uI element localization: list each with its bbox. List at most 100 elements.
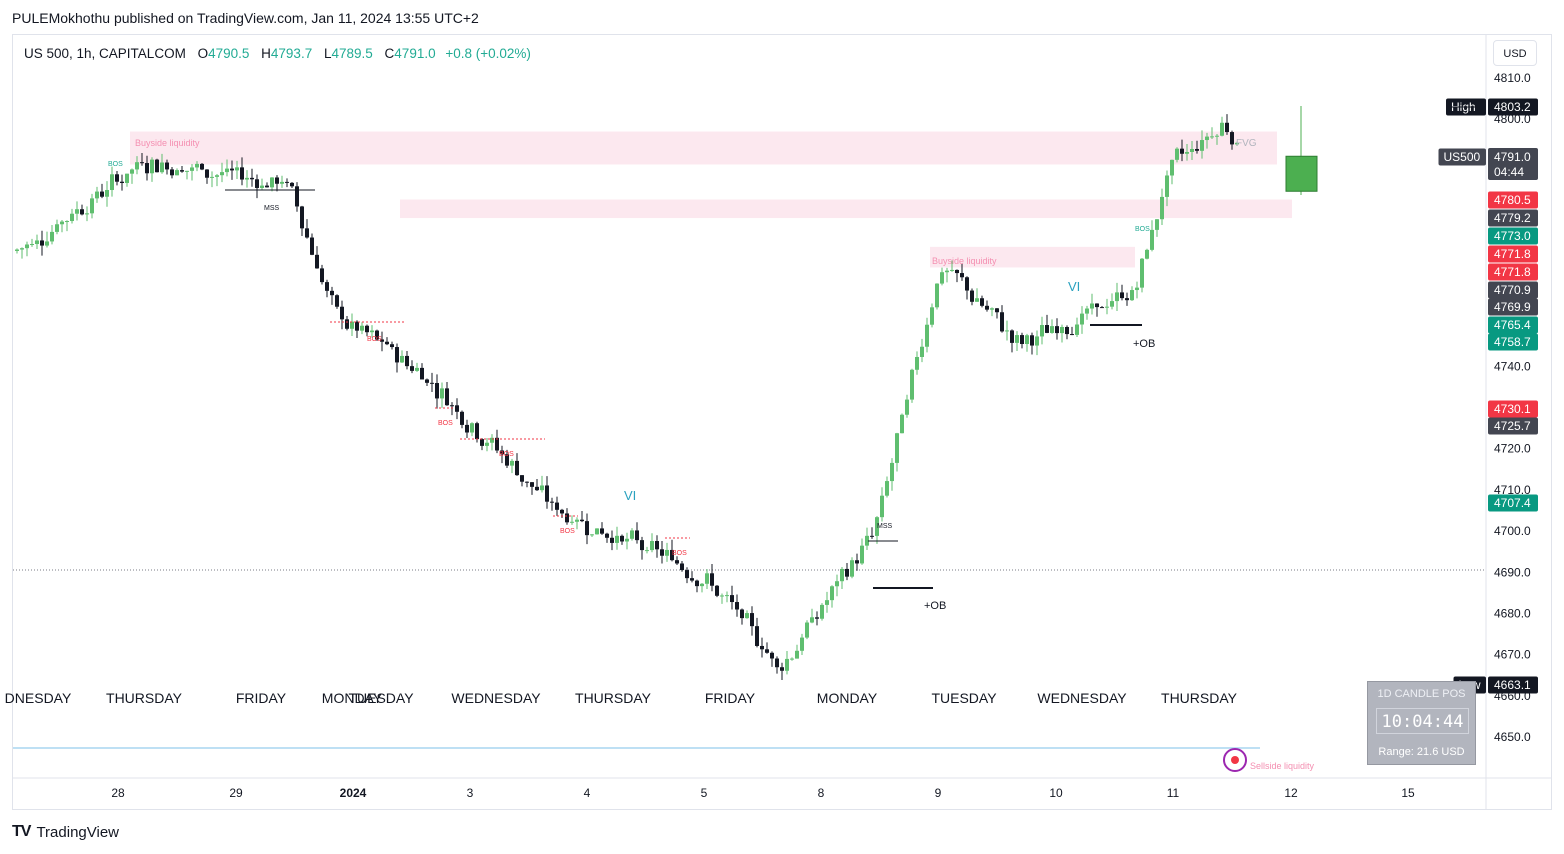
candle: [750, 613, 754, 627]
annotation-liq: Buyside liquidity: [932, 256, 997, 266]
candle: [820, 604, 824, 619]
candle: [975, 298, 979, 302]
candle: [810, 617, 814, 623]
candle: [1080, 313, 1084, 325]
currency-button[interactable]: USD: [1493, 40, 1537, 66]
candle: [340, 306, 344, 320]
day-label: FRIDAY: [236, 690, 287, 706]
candle: [435, 383, 439, 399]
price-badge: [1488, 333, 1538, 351]
candle: [635, 530, 639, 541]
candle: [510, 460, 514, 466]
candle: [330, 290, 334, 296]
candle: [630, 530, 634, 539]
price-badge-value: 4730.1: [1494, 402, 1531, 416]
candle: [610, 537, 614, 543]
low-label: L: [323, 46, 332, 61]
candle: [1020, 335, 1024, 345]
candle: [185, 170, 189, 172]
footer-brand[interactable]: TV TradingView: [12, 823, 119, 841]
y-tick-label: 4720.0: [1494, 442, 1531, 456]
candle: [780, 667, 784, 671]
candle: [245, 177, 249, 180]
candle: [160, 162, 164, 173]
candle: [755, 626, 759, 646]
candle: [325, 282, 329, 291]
annotation-bos_down: BOS: [560, 528, 575, 535]
candle: [105, 190, 109, 197]
candle: [1040, 325, 1044, 337]
price-badge-value: 4779.2: [1494, 211, 1531, 225]
price-badge: [1488, 417, 1538, 435]
annotation-liq: Sellside liquidity: [1250, 761, 1315, 771]
candle: [55, 224, 59, 232]
candle: [880, 495, 884, 518]
candle: [280, 181, 284, 184]
close-label: C: [384, 46, 395, 61]
annotation-fvg: FVG: [1236, 138, 1257, 149]
symbol-legend: US 500, 1h, CAPITALCOM O4790.5 H4793.7 L…: [24, 46, 531, 61]
candle: [950, 269, 954, 271]
price-badge: [1488, 298, 1538, 316]
candle: [965, 277, 969, 291]
candle: [470, 423, 474, 433]
candle: [765, 649, 769, 653]
candle: [740, 609, 744, 619]
candle: [270, 177, 274, 188]
candle: [715, 585, 719, 596]
sellside-icon: [1223, 748, 1247, 772]
price-badge-value: 4725.7: [1494, 419, 1531, 433]
candle: [1180, 148, 1184, 154]
candle: [730, 595, 734, 603]
candle: [1030, 335, 1034, 346]
candle: [370, 330, 374, 333]
candle: [115, 174, 119, 182]
candle: [380, 339, 384, 342]
candle: [960, 273, 964, 278]
candle: [590, 534, 594, 536]
y-tick-label: 4800.0: [1494, 112, 1531, 126]
candle: [300, 206, 304, 229]
candle: [225, 168, 229, 173]
candle: [235, 167, 239, 171]
candle: [835, 581, 839, 587]
candle: [955, 269, 959, 274]
candle: [925, 324, 929, 347]
price-badge-value: 4663.1: [1494, 678, 1531, 692]
candle: [345, 319, 349, 329]
day-label: DNESDAY: [5, 690, 72, 706]
candle: [910, 369, 914, 400]
candle: [275, 177, 279, 184]
candle: [720, 595, 724, 597]
candle: [120, 181, 124, 184]
candle: [535, 486, 539, 491]
candle: [165, 162, 169, 170]
candle: [550, 501, 554, 503]
candle: [465, 424, 469, 433]
open-label: O: [197, 46, 209, 61]
annotation-bos_down: BOS: [367, 336, 382, 343]
candle: [615, 535, 619, 543]
candle: [1085, 308, 1089, 314]
candle: [455, 405, 459, 412]
y-tick-label: 4810.0: [1494, 71, 1531, 85]
candle: [1230, 132, 1234, 145]
candle: [60, 221, 64, 225]
candle: [1125, 298, 1129, 301]
x-tick-label: 11: [1167, 786, 1180, 800]
candle: [825, 600, 829, 605]
candle: [430, 382, 434, 384]
candle: [900, 414, 904, 434]
candle: [195, 163, 199, 168]
candle: [425, 379, 429, 383]
price-badge-countdown: 04:44: [1494, 165, 1524, 179]
candle: [1050, 326, 1054, 333]
candle: [505, 454, 509, 466]
countdown-range: Range: 21.6 USD: [1378, 746, 1465, 758]
candle: [1150, 229, 1154, 250]
candle: [645, 550, 649, 552]
candle: [515, 460, 519, 476]
day-label: THURSDAY: [575, 690, 652, 706]
symbol-name[interactable]: US 500, 1h, CAPITALCOM: [24, 46, 186, 61]
